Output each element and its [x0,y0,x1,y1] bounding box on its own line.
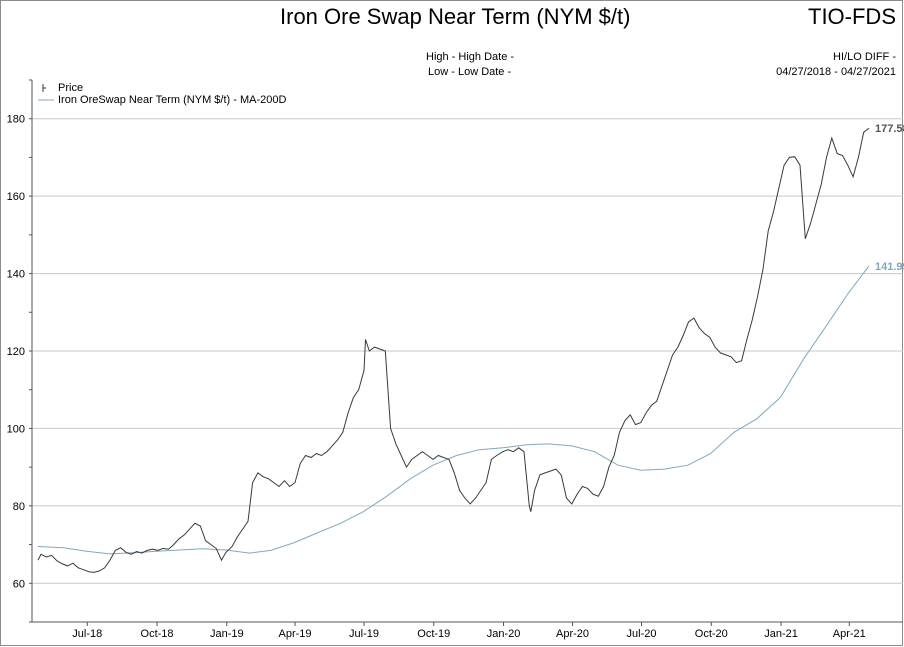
x-tick-label: Jan-20 [487,628,521,640]
gridlines [32,118,903,584]
x-tick-label: Jul-20 [627,628,657,640]
series-line-price [37,127,870,573]
x-tick-label: Apr-20 [556,628,589,640]
high-stat: High - High Date - [426,51,515,63]
chart-title: Iron Ore Swap Near Term (NYM $/t) [280,4,631,29]
x-tick-label: Jul-19 [349,628,379,640]
y-tick-label: 60 [13,578,25,590]
axes [29,79,903,626]
low-stat: Low - Low Date - [428,66,512,78]
legend-label-price: Price [58,82,84,94]
x-tick-label: Apr-19 [279,628,312,640]
y-tick-label: 100 [7,423,25,435]
x-axis-ticks: Jul-18 Oct-18 Jan-19 Apr-19 Jul-19 Oct-19 Jan-… [72,628,866,640]
price-bar-icon [38,82,54,94]
y-tick-label: 180 [7,114,25,126]
legend-item-ma: Iron OreSwap Near Term (NYM $/t) - MA-20… [38,94,286,106]
date-range: 04/27/2018 - 04/27/2021 [776,66,896,78]
y-tick-label: 80 [13,501,25,513]
line-swatch-icon [38,94,54,106]
x-tick-label: Oct-19 [417,628,450,640]
legend-item-price: Price [38,82,286,94]
y-axis-ticks: 60 80 100 120 140 160 180 [7,114,25,591]
legend: Price Iron OreSwap Near Term (NYM $/t) -… [38,82,286,106]
last-value-labels: 177.58 141.99 [875,123,904,273]
x-tick-label: Jan-19 [210,628,244,640]
x-tick-label: Apr-21 [833,628,866,640]
legend-label-ma: Iron OreSwap Near Term (NYM $/t) - MA-20… [58,94,287,106]
x-tick-label: Oct-18 [141,628,174,640]
x-tick-label: Jul-18 [72,628,102,640]
y-tick-label: 160 [7,191,25,203]
price-last-value: 177.58 [875,123,904,135]
hilo-diff-label: HI/LO DIFF - [833,51,896,63]
series-line-ma-200d [37,265,870,555]
ma-last-value: 141.99 [875,261,904,273]
y-tick-label: 140 [7,269,25,281]
y-tick-label: 120 [7,346,25,358]
x-tick-label: Oct-20 [695,628,728,640]
x-tick-label: Jan-21 [764,628,798,640]
ticker-code: TIO-FDS [808,4,896,29]
